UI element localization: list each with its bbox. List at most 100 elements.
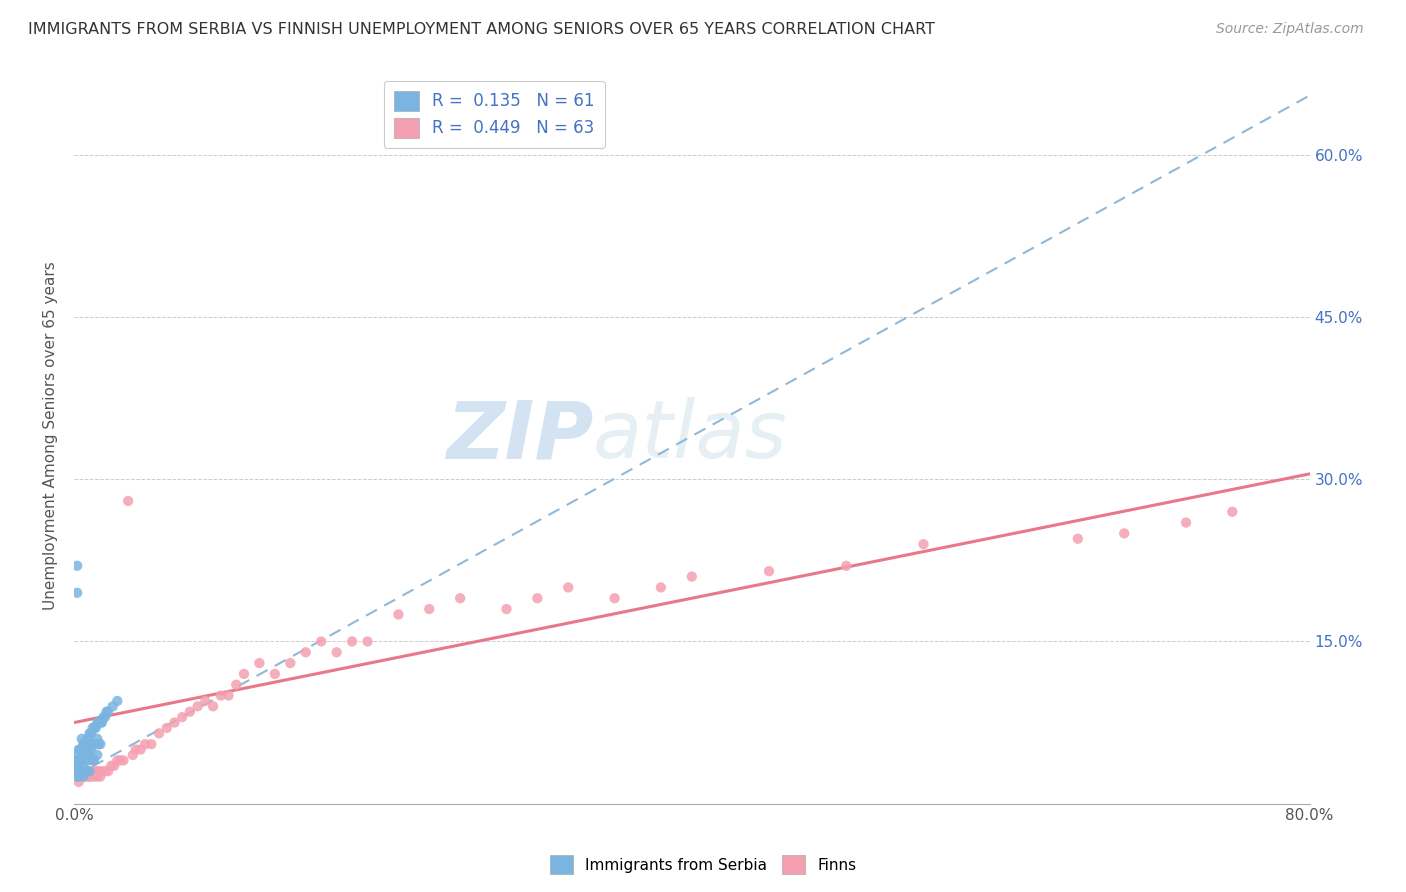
Point <box>387 607 409 622</box>
Point <box>110 753 132 767</box>
Point <box>79 747 101 762</box>
Text: atlas: atlas <box>593 397 787 475</box>
Point <box>112 753 135 767</box>
Point <box>77 742 100 756</box>
Point <box>294 645 316 659</box>
Point <box>105 753 128 767</box>
Point <box>650 581 672 595</box>
Point <box>77 731 100 746</box>
Point <box>1175 516 1198 530</box>
Point <box>77 753 100 767</box>
Point <box>603 591 626 606</box>
Point <box>557 581 579 595</box>
Point <box>79 726 101 740</box>
Point <box>218 689 240 703</box>
Point <box>82 753 104 767</box>
Point <box>73 770 96 784</box>
Point <box>97 764 120 779</box>
Point <box>66 770 89 784</box>
Point <box>79 737 101 751</box>
Point <box>69 742 91 756</box>
Point <box>1067 532 1090 546</box>
Point <box>309 634 332 648</box>
Point <box>67 759 90 773</box>
Point <box>73 737 96 751</box>
Point <box>72 737 94 751</box>
Legend: R =  0.135   N = 61, R =  0.449   N = 63: R = 0.135 N = 61, R = 0.449 N = 63 <box>384 80 605 148</box>
Point <box>356 634 378 648</box>
Point <box>65 747 87 762</box>
Point <box>163 715 186 730</box>
Point <box>65 759 87 773</box>
Point <box>202 699 225 714</box>
Point <box>263 666 285 681</box>
Legend: Immigrants from Serbia, Finns: Immigrants from Serbia, Finns <box>544 849 862 880</box>
Point <box>80 770 103 784</box>
Point <box>86 770 108 784</box>
Point <box>82 737 104 751</box>
Point <box>449 591 471 606</box>
Point <box>73 764 96 779</box>
Point <box>67 770 90 784</box>
Point <box>84 764 107 779</box>
Point <box>526 591 548 606</box>
Point <box>66 586 89 600</box>
Point <box>325 645 347 659</box>
Point <box>101 699 124 714</box>
Point <box>72 770 94 784</box>
Point <box>93 710 115 724</box>
Point <box>156 721 179 735</box>
Point <box>141 737 163 751</box>
Point <box>179 705 201 719</box>
Point <box>125 742 148 756</box>
Point <box>225 678 247 692</box>
Point <box>278 656 301 670</box>
Point <box>117 494 139 508</box>
Point <box>86 731 108 746</box>
Point <box>83 753 105 767</box>
Point <box>84 721 107 735</box>
Point <box>82 721 104 735</box>
Point <box>1220 505 1243 519</box>
Point <box>94 764 117 779</box>
Point <box>66 753 89 767</box>
Point <box>70 731 93 746</box>
Point <box>1114 526 1136 541</box>
Point <box>75 764 97 779</box>
Point <box>97 705 120 719</box>
Point <box>75 764 97 779</box>
Point <box>121 747 143 762</box>
Point <box>77 770 100 784</box>
Point <box>70 742 93 756</box>
Point <box>233 666 256 681</box>
Point <box>66 759 89 773</box>
Y-axis label: Unemployment Among Seniors over 65 years: Unemployment Among Seniors over 65 years <box>44 261 58 610</box>
Text: Source: ZipAtlas.com: Source: ZipAtlas.com <box>1216 22 1364 37</box>
Point <box>209 689 232 703</box>
Text: ZIP: ZIP <box>446 397 593 475</box>
Point <box>89 715 111 730</box>
Point <box>79 764 101 779</box>
Point <box>80 726 103 740</box>
Text: IMMIGRANTS FROM SERBIA VS FINNISH UNEMPLOYMENT AMONG SENIORS OVER 65 YEARS CORRE: IMMIGRANTS FROM SERBIA VS FINNISH UNEMPL… <box>28 22 935 37</box>
Point <box>912 537 935 551</box>
Point <box>70 753 93 767</box>
Point <box>134 737 156 751</box>
Point <box>148 726 170 740</box>
Point <box>86 747 108 762</box>
Point <box>83 737 105 751</box>
Point <box>194 694 217 708</box>
Point <box>340 634 363 648</box>
Point <box>89 770 111 784</box>
Point <box>758 564 780 578</box>
Point <box>96 705 118 719</box>
Point <box>247 656 270 670</box>
Point <box>100 759 122 773</box>
Point <box>69 753 91 767</box>
Point <box>84 737 107 751</box>
Point <box>75 747 97 762</box>
Point <box>90 764 112 779</box>
Point <box>67 742 90 756</box>
Point <box>129 742 152 756</box>
Point <box>83 721 105 735</box>
